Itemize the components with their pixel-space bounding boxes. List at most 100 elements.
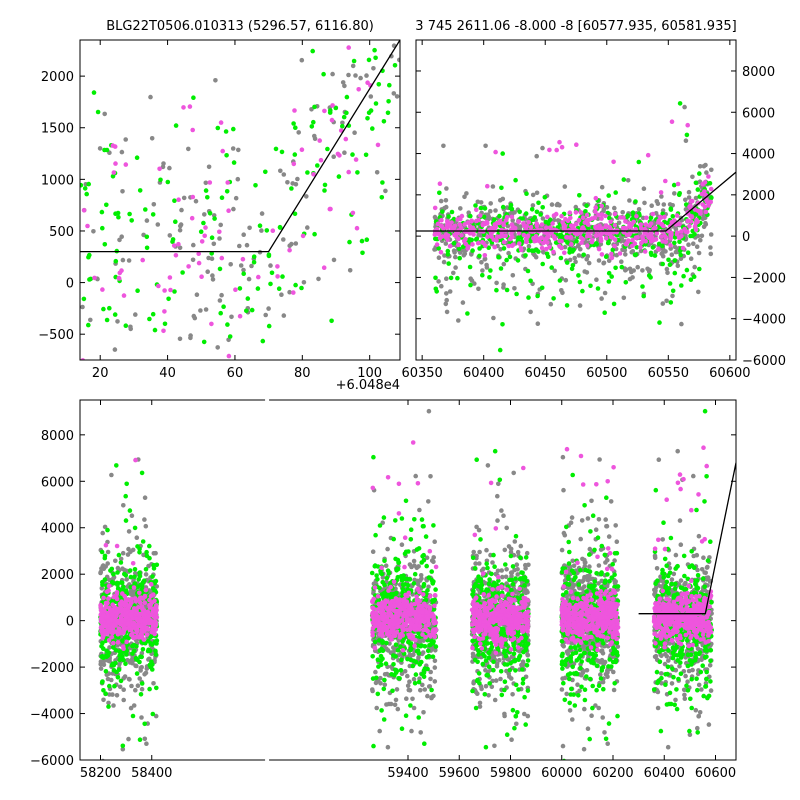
point-green [416,630,421,636]
point-green [384,640,389,646]
point-green [132,525,138,531]
point-magenta [542,237,548,242]
point-gray [278,168,283,174]
point-gray [88,317,93,323]
point-magenta [559,144,565,150]
point-gray [514,562,520,567]
chart-panel-bottom: 58200 58400 59400 59600 59800 60000 60200 60400… [30,398,737,781]
point-green [344,94,350,100]
point-green [430,640,436,646]
point-magenta [401,596,407,602]
point-gray [378,675,383,681]
point-magenta [432,603,437,609]
point-magenta [218,120,224,125]
point-magenta [685,218,691,224]
point-green [291,121,296,126]
point-magenta [437,181,443,186]
point-gray [205,269,210,275]
point-gray [426,408,432,414]
point-gray [489,684,495,690]
point-magenta [391,579,397,585]
point-green [677,239,682,245]
point-gray [385,648,391,653]
point-green [129,218,134,223]
point-green [296,361,301,366]
point-magenta [626,232,631,238]
point-gray [80,304,85,310]
point-gray [249,263,254,269]
point-green [402,582,408,587]
point-gray [577,303,583,308]
point-green [468,282,473,288]
point-magenta [427,632,432,638]
point-green [355,170,360,175]
point-green [671,182,677,188]
point-green [400,590,405,595]
point-green [670,214,676,219]
point-gray [428,676,433,682]
point-magenta [617,251,623,256]
point-green [523,211,529,216]
point-gray [149,136,155,141]
point-magenta [672,218,677,223]
point-gray [134,535,140,540]
point-green [387,82,392,88]
point-gray [192,315,198,321]
point-magenta [543,225,549,231]
point-magenta [482,253,488,258]
point-gray [494,280,499,286]
point-green [114,463,119,468]
point-magenta [139,623,144,629]
point-green [310,48,316,54]
point-magenta [287,247,292,253]
point-green [621,177,627,182]
point-gray [619,236,625,241]
point-green [137,188,143,193]
point-gray [627,198,632,203]
point-gray [385,744,391,750]
fit-line [416,171,736,232]
point-magenta [209,321,214,327]
point-gray [453,265,458,270]
point-green [373,532,378,538]
point-magenta [137,590,142,596]
y-tick-label: 1500 [41,122,74,137]
point-magenta [427,605,433,610]
point-magenta [656,246,661,252]
point-green [149,642,155,647]
point-green [136,577,141,582]
point-gray [436,279,441,284]
point-green [481,214,487,220]
point-magenta [702,180,708,185]
point-magenta [157,166,162,172]
point-green [429,569,435,574]
point-gray [584,270,590,275]
point-magenta [549,230,554,236]
point-magenta [653,225,658,231]
point-gray [686,189,692,195]
point-green [399,726,405,731]
point-gray [394,94,400,99]
point-magenta [509,214,515,220]
point-gray [102,524,108,530]
point-magenta [456,242,461,248]
point-green [497,213,502,219]
point-green [280,274,285,279]
point-magenta [106,583,112,589]
point-gray [483,143,488,149]
point-magenta [557,243,562,249]
point-magenta [126,604,132,609]
y-tick-label: −2000 [742,271,786,286]
point-magenta [128,627,134,633]
point-gray [496,481,501,487]
point-green [100,225,105,231]
point-magenta [650,211,656,217]
point-magenta [390,603,395,609]
point-gray [695,233,701,239]
point-gray [358,75,363,81]
point-green [480,272,485,278]
point-gray [143,572,149,577]
point-gray [246,276,252,282]
point-gray [535,321,541,327]
point-magenta [537,239,542,244]
